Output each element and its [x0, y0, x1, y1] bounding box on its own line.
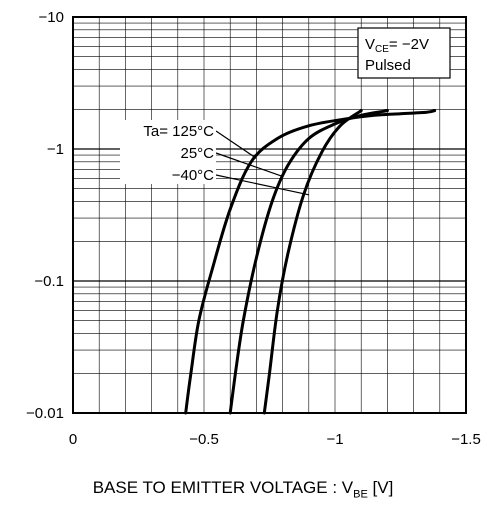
condition-vce: VCE= −2V [365, 36, 429, 55]
series-label-25c: 25°C [180, 145, 214, 162]
x-tick-label: −1 [326, 431, 343, 448]
curve-125c [184, 109, 437, 415]
curves [184, 109, 437, 415]
x-axis-title-sub: BE [353, 488, 368, 501]
x-axis-title-main: BASE TO EMITTER VOLTAGE : V [92, 478, 354, 497]
y-tick-label: −0.1 [34, 273, 64, 290]
curve-minus40c [262, 109, 363, 415]
series-label-125c: Ta= 125°C [143, 123, 214, 140]
x-axis-title: BASE TO EMITTER VOLTAGE : VBE [V] [0, 478, 486, 500]
leader-line [215, 174, 309, 196]
condition-vce-sub: CE [375, 44, 389, 55]
x-tick-label: −0.5 [189, 431, 219, 448]
condition-pulsed: Pulsed [365, 57, 411, 74]
series-label-background [120, 120, 216, 184]
leader-line [215, 152, 283, 177]
leader-lines [215, 130, 309, 196]
plot-frame [72, 16, 467, 414]
condition-box [357, 27, 451, 79]
x-tick-label: −1.5 [451, 431, 481, 448]
condition-vce-main: V [365, 36, 375, 53]
y-tick-label: −10 [39, 9, 64, 26]
tick-labels: 0 −0.5 −1 −1.5 −10 −1 −0.1 −0.01 [26, 9, 481, 448]
y-tick-label: −1 [47, 141, 64, 158]
leader-line [215, 130, 257, 159]
series-label-minus40c: −40°C [172, 167, 214, 184]
y-tick-label: −0.01 [26, 405, 64, 422]
x-tick-label: 0 [69, 431, 77, 448]
condition-vce-value: = −2V [389, 36, 429, 53]
x-axis-title-unit: [V] [367, 478, 394, 497]
